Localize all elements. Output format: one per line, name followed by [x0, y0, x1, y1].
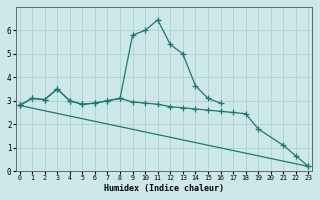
- X-axis label: Humidex (Indice chaleur): Humidex (Indice chaleur): [104, 184, 224, 193]
